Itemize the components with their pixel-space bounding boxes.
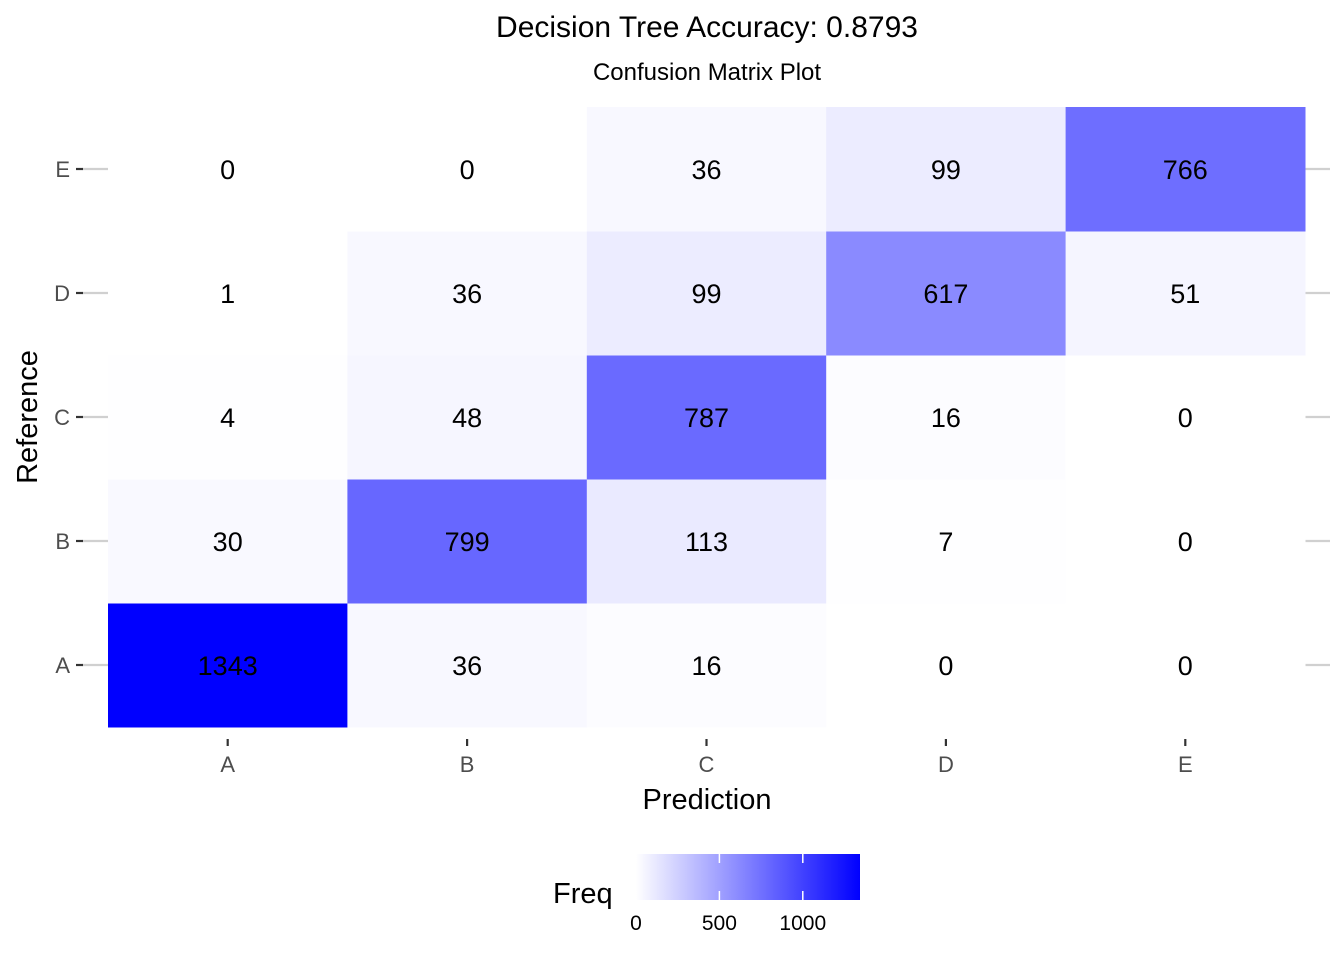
cell-D-E (826, 107, 1067, 232)
cell-C-C (586, 355, 827, 480)
cell-C-D (586, 231, 827, 356)
cell-label-D-C: 16 (931, 403, 961, 433)
y-axis: A B C D E (54, 157, 83, 678)
cell-label-C-B: 113 (685, 527, 728, 557)
chart-title: Decision Tree Accuracy: 0.8793 (496, 11, 918, 44)
cell-B-E (347, 107, 588, 232)
x-tick-label-B: B (460, 752, 475, 777)
cell-A-C (108, 355, 348, 480)
cell-C-A (586, 603, 827, 728)
cell-D-B (826, 479, 1067, 604)
cell-label-B-A: 36 (452, 651, 482, 681)
cell-E-C (1065, 355, 1306, 480)
legend: Freq 0 500 1000 (553, 854, 860, 935)
cell-label-A-B: 30 (213, 527, 243, 557)
cell-label-A-C: 4 (220, 403, 235, 433)
cell-E-A (1065, 603, 1306, 728)
cell-E-B (1065, 479, 1306, 604)
cell-label-D-E: 99 (931, 155, 961, 185)
cell-C-B (586, 479, 827, 604)
cell-label-B-C: 48 (452, 403, 482, 433)
cell-label-D-B: 7 (938, 527, 953, 557)
cell-D-A (826, 603, 1067, 728)
cell-D-D (826, 231, 1067, 356)
cell-A-A (108, 603, 348, 728)
y-axis-title: Reference (12, 350, 44, 484)
cell-label-E-D: 51 (1170, 279, 1200, 309)
y-tick-label-B: B (55, 529, 70, 554)
cell-B-C (347, 355, 588, 480)
legend-tick-label-500: 500 (702, 912, 737, 935)
y-tick-label-A: A (55, 653, 70, 678)
y-tick-label-D: D (54, 281, 70, 306)
legend-tick-label-1000: 1000 (779, 912, 826, 935)
cell-E-E (1065, 107, 1306, 232)
cell-label-E-C: 0 (1178, 403, 1193, 433)
grid-stubs (82, 167, 1330, 667)
cell-label-C-D: 99 (691, 279, 721, 309)
cell-label-B-B: 799 (445, 527, 490, 557)
legend-tick-label-0: 0 (630, 912, 642, 935)
x-tick-label-C: C (699, 752, 715, 777)
legend-title: Freq (553, 878, 613, 910)
cell-A-E (108, 107, 348, 232)
legend-ticks: 0 500 1000 (630, 854, 826, 935)
x-axis-title: Prediction (643, 784, 772, 816)
cell-C-E (586, 107, 827, 232)
cell-label-A-A: 1343 (198, 651, 258, 681)
x-axis: A B C D E (220, 739, 1193, 777)
chart-subtitle: Confusion Matrix Plot (593, 59, 821, 86)
cell-label-E-B: 0 (1178, 527, 1193, 557)
legend-color-bar (636, 854, 860, 900)
cell-label-C-C: 787 (684, 403, 729, 433)
cell-label-E-E: 766 (1163, 155, 1208, 185)
cell-B-A (347, 603, 588, 728)
cell-label-B-D: 36 (452, 279, 482, 309)
cell-D-C (826, 355, 1067, 480)
cell-label-C-A: 16 (691, 651, 721, 681)
cell-E-D (1065, 231, 1306, 356)
cell-label-A-E: 0 (220, 155, 235, 185)
cell-B-D (347, 231, 588, 356)
y-tick-label-C: C (54, 405, 70, 430)
cell-label-E-A: 0 (1178, 651, 1193, 681)
y-tick-label-E: E (55, 157, 70, 182)
cell-A-B (108, 479, 348, 604)
cell-label-D-D: 617 (923, 279, 968, 309)
cell-label-A-D: 1 (220, 279, 235, 309)
cell-label-D-A: 0 (938, 651, 953, 681)
cell-B-B (347, 479, 588, 604)
cell-A-D (108, 231, 348, 356)
cell-label-B-E: 0 (460, 155, 475, 185)
heatmap-cell-labels: 1343 36 16 0 0 30 799 113 7 0 4 48 787 16 0 1 36 99 617 51 0… (198, 155, 1208, 681)
heatmap-cells (108, 107, 1306, 728)
cell-label-C-E: 36 (691, 155, 721, 185)
x-tick-label-D: D (938, 752, 954, 777)
x-tick-label-A: A (220, 752, 235, 777)
x-tick-label-E: E (1178, 752, 1193, 777)
